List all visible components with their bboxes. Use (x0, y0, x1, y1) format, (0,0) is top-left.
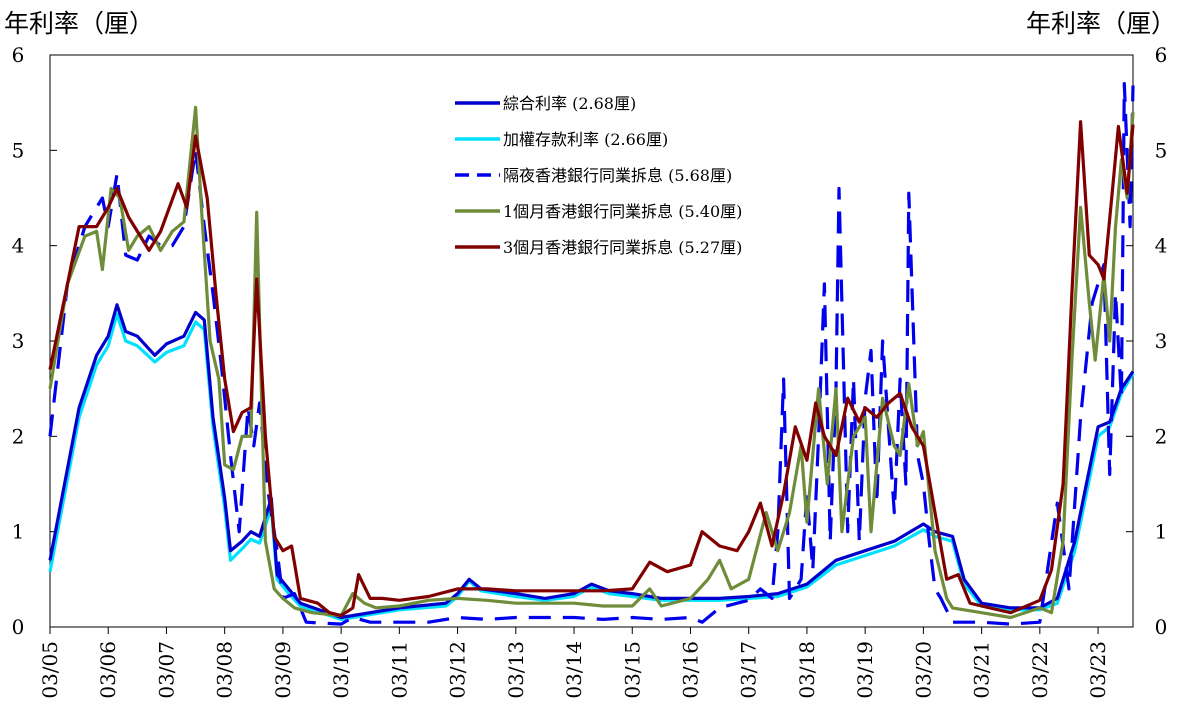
series-line-3 (48, 105, 1135, 620)
legend: 綜合利率 (2.68厘) 加權存款利率 (2.66厘) 隔夜香港銀行同業拆息 (5.… (455, 94, 742, 257)
y-tick-label-right-3: 3 (1155, 329, 1168, 353)
y-axis-left: 0 1 2 3 4 5 6 (12, 43, 57, 639)
y-tick-label-left-4: 4 (12, 234, 25, 258)
y-tick-label-left-5: 5 (12, 138, 25, 162)
legend-label-0: 綜合利率 (2.68厘) (503, 94, 636, 113)
x-tick-label-16: 03/21 (970, 641, 994, 699)
x-axis: 03/05 03/06 03/07 03/08 03/09 03/10 03/11 03/12… (38, 627, 1110, 699)
x-tick-label-18: 03/23 (1086, 641, 1110, 699)
legend-label-2: 隔夜香港銀行同業拆息 (5.68厘) (503, 166, 732, 185)
x-tick-label-11: 03/16 (678, 641, 702, 699)
y-tick-label-left-2: 2 (12, 424, 25, 448)
y-tick-label-right-4: 4 (1155, 234, 1168, 258)
y-tick-label-right-2: 2 (1155, 424, 1168, 448)
y-tick-label-right-1: 1 (1155, 520, 1168, 544)
legend-label-3: 1個月香港銀行同業拆息 (5.40厘) (503, 202, 742, 221)
y-tick-label-left-0: 0 (12, 615, 25, 639)
y-tick-label-left-1: 1 (12, 520, 25, 544)
x-tick-label-13: 03/18 (795, 641, 819, 699)
legend-label-1: 加權存款利率 (2.66厘) (503, 130, 668, 149)
y-axis-label-right: 年利率（厘） (1025, 9, 1176, 38)
series-line-0 (48, 303, 1135, 620)
x-tick-label-5: 03/10 (329, 641, 353, 699)
series-line-2 (48, 82, 1135, 626)
x-tick-label-12: 03/17 (737, 641, 761, 699)
x-tick-label-6: 03/11 (387, 641, 411, 699)
legend-label-4: 3個月香港銀行同業拆息 (5.27厘) (503, 238, 742, 257)
y-tick-label-right-6: 6 (1155, 43, 1168, 67)
y-axis-right: 0 1 2 3 4 5 6 (1126, 43, 1167, 639)
series-line-4 (48, 120, 1135, 618)
x-tick-label-1: 03/06 (96, 641, 120, 699)
x-tick-label-14: 03/19 (853, 641, 877, 699)
x-tick-label-15: 03/20 (911, 641, 935, 699)
y-tick-label-right-0: 0 (1155, 615, 1168, 639)
y-tick-label-left-3: 3 (12, 329, 25, 353)
series-layer (48, 82, 1135, 626)
x-tick-label-9: 03/14 (562, 641, 586, 699)
series-line-1 (48, 312, 1135, 621)
y-tick-label-right-5: 5 (1155, 138, 1168, 162)
y-tick-label-left-6: 6 (12, 43, 25, 67)
y-axis-label-left: 年利率（厘） (4, 9, 155, 38)
x-tick-label-17: 03/22 (1028, 641, 1052, 699)
x-tick-label-8: 03/13 (504, 641, 528, 699)
x-tick-label-4: 03/09 (271, 641, 295, 699)
x-tick-label-7: 03/12 (446, 641, 470, 699)
x-tick-label-0: 03/05 (38, 641, 62, 699)
x-tick-label-2: 03/07 (154, 641, 178, 699)
x-tick-label-3: 03/08 (213, 641, 237, 699)
x-tick-label-10: 03/15 (620, 641, 644, 699)
